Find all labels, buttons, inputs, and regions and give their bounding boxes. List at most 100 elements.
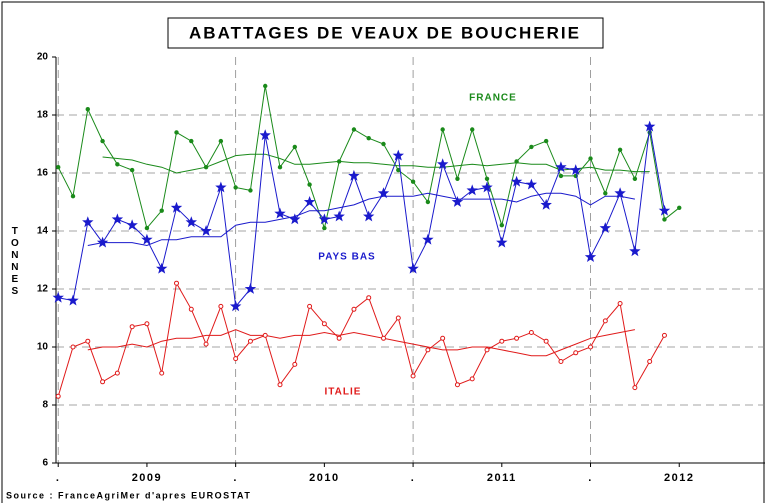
chart-title: ABATTAGES DE VEAUX DE BOUCHERIE (189, 23, 581, 42)
marker (188, 306, 194, 312)
x-tick-label: 2012 (664, 472, 694, 484)
marker (189, 138, 194, 144)
y-tick-label: 16 (37, 168, 49, 179)
marker (510, 175, 523, 187)
marker (244, 283, 257, 294)
title-box (167, 17, 604, 49)
marker (203, 165, 209, 170)
marker (573, 350, 579, 356)
marker (200, 225, 212, 236)
marker (52, 291, 64, 303)
marker (292, 144, 297, 150)
marker (528, 330, 534, 335)
marker (289, 213, 301, 225)
marker (233, 185, 238, 190)
x-tick-label: 2009 (132, 472, 162, 484)
marker (248, 188, 253, 193)
marker (351, 127, 357, 132)
marker (644, 120, 656, 132)
marker (466, 184, 478, 196)
series-line (57, 281, 665, 397)
marker (70, 194, 76, 199)
y-tick-label: 18 (37, 110, 49, 121)
marker (159, 370, 165, 376)
marker (410, 179, 416, 184)
marker (144, 225, 150, 231)
marker (96, 236, 109, 248)
marker (602, 318, 608, 324)
marker (407, 262, 419, 274)
marker (469, 376, 475, 382)
marker (144, 321, 150, 327)
marker (318, 213, 331, 225)
y-tick-label: 20 (37, 52, 49, 63)
marker (395, 315, 401, 321)
marker (56, 165, 61, 170)
marker (543, 338, 549, 344)
marker (632, 385, 638, 391)
marker (558, 359, 564, 364)
marker (422, 233, 434, 245)
marker (396, 167, 401, 173)
marker (470, 127, 475, 132)
marker (55, 393, 61, 399)
marker (588, 344, 594, 350)
marker (599, 222, 611, 233)
marker (247, 338, 253, 344)
marker (203, 341, 209, 347)
marker (170, 201, 183, 213)
marker (322, 225, 327, 231)
marker (381, 335, 387, 341)
marker (82, 216, 94, 228)
marker (437, 158, 449, 170)
marker (174, 130, 179, 135)
series-label: PAYS BAS (318, 252, 375, 263)
marker (259, 129, 271, 141)
marker (333, 210, 345, 222)
marker (70, 344, 76, 350)
marker (114, 370, 120, 376)
marker (632, 176, 638, 181)
marker (129, 324, 135, 330)
y-axis-label: TONNES (9, 226, 20, 298)
marker (366, 136, 371, 141)
x-tick-label: . (233, 472, 238, 484)
marker (558, 173, 564, 179)
trend-line (87, 192, 635, 247)
marker (185, 216, 197, 228)
marker (159, 208, 164, 213)
marker (392, 149, 404, 161)
marker (451, 196, 464, 207)
marker (514, 159, 519, 164)
marker (218, 138, 224, 144)
marker (100, 138, 105, 144)
marker (303, 196, 316, 207)
marker (129, 167, 135, 173)
marker (277, 382, 283, 388)
marker (540, 198, 552, 210)
marker (336, 159, 342, 164)
marker (499, 338, 505, 344)
marker (481, 181, 493, 193)
x-tick-label: 2011 (487, 472, 517, 484)
marker (543, 138, 549, 144)
marker (126, 219, 138, 231)
marker (292, 361, 298, 367)
marker (529, 144, 534, 150)
marker (174, 280, 180, 286)
y-tick-label: 6 (42, 458, 48, 469)
marker (617, 301, 623, 306)
trend-line (87, 329, 635, 357)
marker (440, 127, 445, 132)
marker (351, 306, 357, 312)
marker (377, 187, 390, 199)
marker (215, 181, 227, 193)
marker (677, 205, 682, 210)
marker (274, 207, 286, 219)
marker (629, 245, 641, 257)
marker (348, 169, 360, 181)
y-tick-label: 10 (37, 342, 49, 353)
marker (336, 335, 342, 341)
marker (363, 210, 375, 222)
